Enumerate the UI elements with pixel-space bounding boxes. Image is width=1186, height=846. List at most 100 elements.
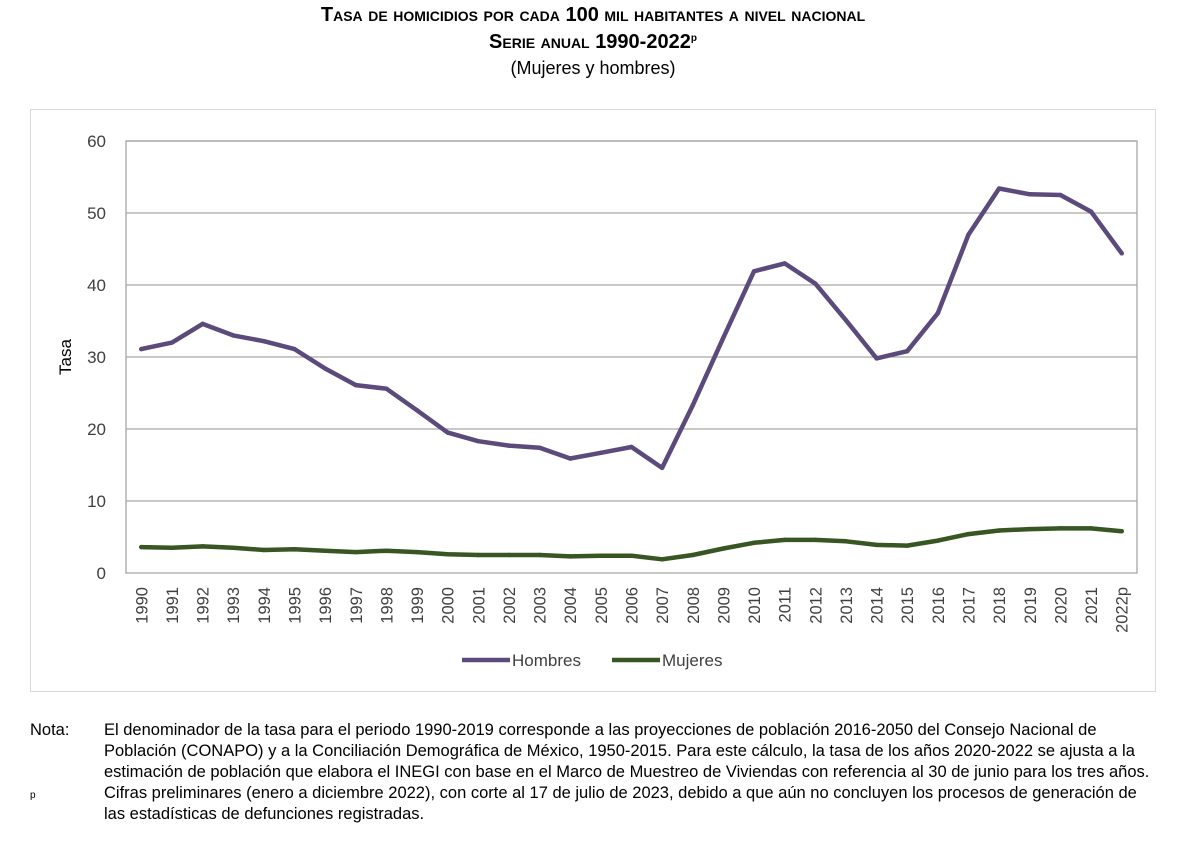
- x-tick-label: 2008: [685, 587, 703, 624]
- data-point-hombres: [966, 232, 971, 237]
- data-point-hombres: [169, 340, 175, 345]
- data-point-hombres: [843, 318, 849, 323]
- series-line-hombres: [139, 186, 1124, 471]
- data-point-mujeres: [445, 552, 450, 557]
- data-point-mujeres: [1088, 526, 1094, 531]
- data-point-hombres: [139, 346, 144, 352]
- data-point-mujeres: [935, 538, 941, 543]
- data-point-hombres: [629, 444, 634, 450]
- legend-label-hombres: Hombres: [512, 651, 581, 670]
- preliminary-note-row: p Cifras preliminares (enero a diciembre…: [30, 783, 1160, 825]
- title2-prefix: Serie anual: [489, 31, 590, 53]
- data-point-mujeres: [813, 537, 818, 543]
- data-point-mujeres: [905, 543, 910, 548]
- data-point-mujeres: [598, 553, 604, 558]
- x-tick-label: 2004: [562, 587, 580, 624]
- data-point-hombres: [292, 346, 297, 352]
- note-row: Nota: El denominador de la tasa para el …: [30, 720, 1160, 783]
- data-point-mujeres: [843, 539, 849, 544]
- data-point-hombres: [568, 456, 573, 461]
- title2-sup: p: [690, 33, 697, 44]
- x-tick-label: 2006: [624, 587, 642, 624]
- data-point-hombres: [231, 333, 236, 338]
- data-point-mujeres: [874, 542, 879, 548]
- title-prefix: Tasa de homicidios por cada: [320, 4, 560, 26]
- chart-title: Tasa de homicidios por cada 100 mil habi…: [0, 4, 1186, 27]
- x-tick-label: 1991: [164, 587, 182, 624]
- y-tick-label: 30: [87, 348, 106, 367]
- data-point-mujeres: [476, 552, 481, 558]
- data-point-mujeres: [1119, 529, 1124, 534]
- data-point-mujeres: [751, 540, 757, 545]
- preliminary-note-text: Cifras preliminares (enero a diciembre 2…: [104, 784, 1137, 823]
- note-text: El denominador de la tasa para el period…: [104, 721, 1150, 781]
- plot-area: [125, 140, 1138, 574]
- x-tick-label: 1995: [287, 587, 305, 624]
- data-point-hombres: [445, 430, 450, 435]
- x-tick-label: 1998: [378, 587, 396, 624]
- x-tick-label: 2012: [807, 587, 825, 624]
- data-point-mujeres: [721, 546, 726, 551]
- y-tick-label: 40: [87, 276, 106, 295]
- data-point-hombres: [353, 382, 358, 388]
- data-point-mujeres: [322, 548, 328, 553]
- chart-subtitle: (Mujeres y hombres): [510, 58, 676, 78]
- x-tick-label: 2014: [869, 587, 887, 624]
- data-point-mujeres: [690, 552, 695, 558]
- data-point-hombres: [751, 269, 757, 274]
- y-tick-label: 0: [97, 564, 106, 583]
- data-point-hombres: [322, 366, 328, 371]
- data-point-mujeres: [568, 554, 573, 559]
- y-tick-label: 20: [87, 420, 106, 439]
- data-point-hombres: [1027, 192, 1032, 197]
- preliminary-marker: p: [30, 790, 36, 801]
- data-point-mujeres: [537, 552, 542, 558]
- x-tick-label: 1997: [348, 587, 366, 624]
- data-point-mujeres: [261, 547, 267, 553]
- x-tick-label: 2018: [991, 587, 1009, 624]
- data-point-hombres: [874, 356, 879, 361]
- title-number: 100: [565, 4, 599, 26]
- x-tick-label: 2022p: [1114, 587, 1132, 633]
- data-point-hombres: [537, 445, 542, 450]
- y-tick-label: 60: [87, 132, 106, 151]
- title-suffix: mil habitantes a nivel nacional: [604, 4, 866, 26]
- x-tick-label: 2021: [1083, 587, 1101, 624]
- data-point-mujeres: [966, 531, 971, 537]
- x-tick-label: 1992: [195, 587, 213, 624]
- data-point-hombres: [813, 281, 818, 286]
- x-tick-label: 1993: [225, 587, 243, 624]
- data-point-mujeres: [169, 545, 175, 550]
- data-point-mujeres: [506, 552, 512, 558]
- x-tick-label: 2002: [501, 587, 519, 624]
- data-point-hombres: [476, 439, 481, 444]
- x-tick-label: 2003: [532, 587, 550, 624]
- x-tick-label: 2000: [440, 587, 458, 624]
- data-point-hombres: [935, 310, 941, 316]
- data-point-hombres: [996, 186, 1002, 191]
- data-point-mujeres: [384, 548, 389, 553]
- data-point-hombres: [1058, 192, 1063, 198]
- x-tick-label: 2017: [961, 587, 979, 624]
- x-tick-label: 2020: [1052, 587, 1070, 624]
- y-axis-label: Tasa: [56, 339, 75, 375]
- data-point-hombres: [598, 450, 604, 455]
- line-chart: 0 10 20 30 40 50 60 Tasa 1990 1991 1992 1993 1994 199…: [56, 132, 1138, 670]
- data-point-hombres: [659, 465, 665, 471]
- data-point-mujeres: [629, 553, 634, 558]
- note-label: Nota:: [30, 721, 70, 739]
- x-tick-label: 2011: [777, 587, 795, 622]
- data-point-hombres: [690, 403, 695, 408]
- data-point-hombres: [721, 335, 726, 340]
- legend-label-mujeres: Mujeres: [662, 651, 722, 670]
- data-point-hombres: [261, 338, 267, 344]
- x-tick-label: 1990: [133, 587, 151, 624]
- x-tick-label: 2007: [654, 587, 672, 624]
- data-point-hombres: [1119, 251, 1124, 256]
- data-point-mujeres: [996, 528, 1002, 533]
- data-point-mujeres: [231, 545, 236, 550]
- x-tick-label: 2009: [715, 587, 733, 624]
- data-point-hombres: [506, 443, 512, 448]
- x-tick-label: 1996: [317, 587, 335, 624]
- data-point-mujeres: [659, 557, 665, 562]
